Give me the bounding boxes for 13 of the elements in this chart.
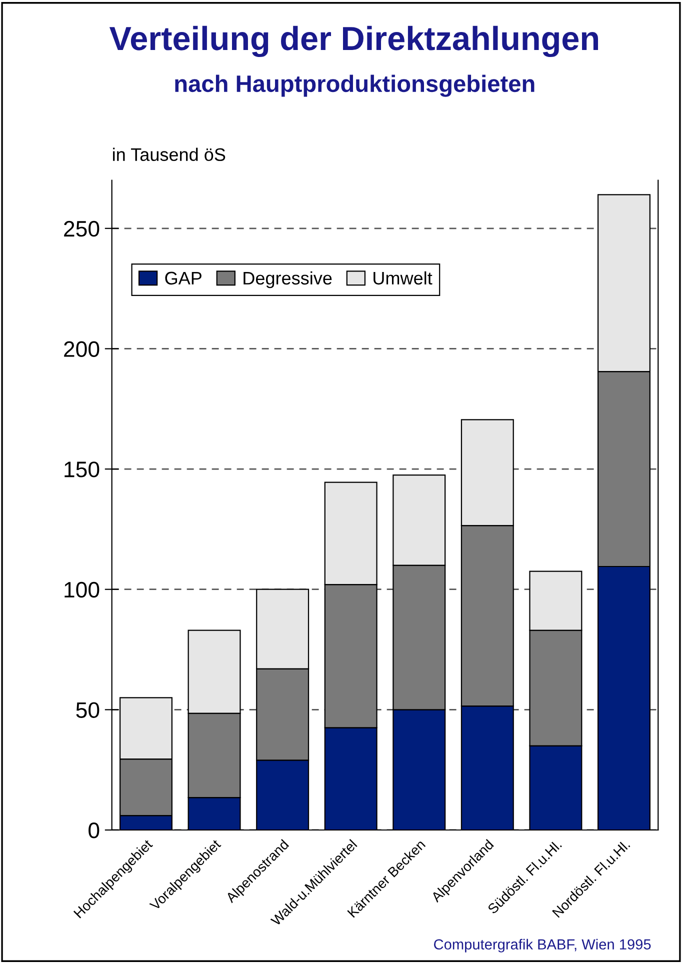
y-tick-label: 50 [76, 702, 100, 718]
y-tick-label: 200 [64, 341, 100, 357]
y-tick-label: 150 [64, 462, 100, 478]
legend-label: Umwelt [374, 271, 432, 285]
chart-subtitle: nach Hauptproduktionsgebieten [175, 74, 534, 97]
y-tick-label: 250 [64, 220, 100, 237]
y-tick-label: 100 [64, 582, 100, 598]
legend-label: Degressive [244, 271, 332, 288]
chart-title: Verteilung der Direktzahlungen [109, 26, 598, 58]
legend-label: GAP [165, 272, 202, 285]
y-axis-title: in Tausend öS [113, 148, 226, 162]
y-tick-label: 0 [88, 822, 100, 838]
text: Computergrafik BABF, Wien 1995 [434, 938, 651, 952]
